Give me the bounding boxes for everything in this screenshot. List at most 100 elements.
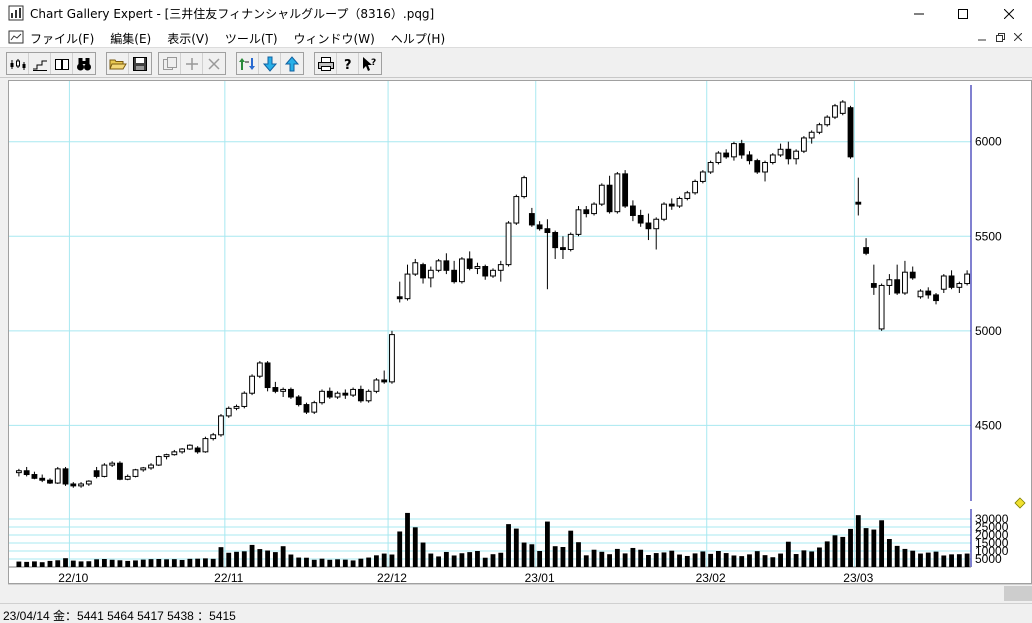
volume-bar bbox=[747, 554, 752, 567]
volume-bar bbox=[630, 547, 636, 567]
delete-button[interactable] bbox=[203, 53, 225, 74]
candle-body bbox=[459, 258, 465, 283]
candle-body bbox=[70, 483, 77, 487]
dual-chart-button[interactable] bbox=[51, 53, 73, 74]
volume-bar bbox=[848, 528, 853, 567]
candlestick-button[interactable] bbox=[7, 53, 29, 74]
candlestick-chart[interactable]: 4500500055006000500010000150002000025000… bbox=[9, 81, 1032, 585]
candle-body bbox=[606, 184, 613, 213]
volume-bar bbox=[280, 546, 286, 567]
candle-body bbox=[466, 258, 473, 269]
horizontal-scrollbar[interactable] bbox=[8, 584, 1032, 601]
volume-bar bbox=[506, 524, 511, 567]
volume-bar bbox=[475, 551, 480, 567]
mdi-close-button[interactable] bbox=[1010, 30, 1026, 44]
save-button[interactable] bbox=[129, 53, 151, 74]
menu-window[interactable]: ウィンドウ(W) bbox=[293, 32, 375, 46]
add-button[interactable] bbox=[181, 53, 203, 74]
x-tick-label: 22/11 bbox=[214, 571, 243, 585]
volume-bar bbox=[723, 553, 729, 567]
volume-bar bbox=[731, 555, 737, 567]
mdi-restore-button[interactable] bbox=[992, 30, 1008, 44]
menu-file[interactable]: ファイル(F) bbox=[30, 32, 95, 46]
volume-bar bbox=[63, 558, 68, 567]
candle-body bbox=[738, 143, 745, 156]
volume-bar bbox=[583, 555, 589, 567]
candle-body bbox=[956, 283, 963, 288]
candle-body bbox=[163, 454, 170, 458]
candle-body bbox=[894, 279, 901, 294]
candle-body bbox=[552, 231, 559, 249]
volume-bar bbox=[265, 550, 271, 567]
volume-bar bbox=[420, 542, 426, 567]
candle-body bbox=[319, 390, 325, 404]
volume-bar bbox=[101, 559, 107, 567]
volume-bar bbox=[350, 560, 356, 567]
volume-tick-label: 30000 bbox=[975, 512, 1009, 526]
candle-body bbox=[85, 480, 92, 485]
step-line-button[interactable] bbox=[29, 53, 51, 74]
candle-body bbox=[536, 224, 543, 230]
menu-edit[interactable]: 編集(E) bbox=[110, 32, 152, 46]
volume-bar bbox=[801, 550, 807, 567]
search-button[interactable] bbox=[73, 53, 95, 74]
menu-tools[interactable]: ツール(T) bbox=[224, 32, 278, 46]
candle-body bbox=[295, 396, 302, 406]
maximize-button[interactable] bbox=[940, 0, 986, 27]
context-help-button[interactable]: ? bbox=[359, 53, 381, 74]
mdi-minimize-button[interactable] bbox=[974, 30, 990, 44]
menu-view[interactable]: 表示(V) bbox=[167, 32, 209, 46]
volume-bar bbox=[94, 559, 100, 567]
open-button[interactable] bbox=[107, 53, 129, 74]
binoculars-icon bbox=[77, 57, 91, 70]
candle-body bbox=[31, 474, 38, 479]
chart-panel[interactable]: 4500 5000 5500 6000 5000 10000 15000 20000 25000… bbox=[8, 80, 1032, 585]
volume-bar bbox=[560, 547, 566, 567]
volume-bar bbox=[809, 551, 815, 567]
volume-tick-label: 25000 bbox=[975, 520, 1009, 534]
volume-bar bbox=[622, 553, 628, 567]
volume-bar bbox=[498, 552, 504, 567]
help-button[interactable]: ? bbox=[337, 53, 359, 74]
volume-bar bbox=[661, 552, 667, 567]
print-button[interactable] bbox=[315, 53, 337, 74]
volume-bar bbox=[16, 561, 22, 567]
scrollbar-thumb[interactable] bbox=[1004, 586, 1032, 601]
volume-bar bbox=[956, 554, 962, 567]
volume-bar bbox=[397, 531, 403, 567]
download-button[interactable] bbox=[259, 53, 281, 74]
candle-body bbox=[497, 264, 504, 271]
copy-button[interactable] bbox=[159, 53, 181, 74]
candle-body bbox=[847, 107, 854, 158]
swap-button[interactable] bbox=[237, 53, 259, 74]
volume-bar bbox=[78, 561, 84, 567]
toolbar-group-data bbox=[236, 52, 304, 75]
volume-bar bbox=[272, 552, 278, 567]
upload-button[interactable] bbox=[281, 53, 303, 74]
candle-body bbox=[793, 150, 800, 160]
candle-body bbox=[762, 162, 768, 173]
candle-body bbox=[264, 362, 271, 389]
volume-bar bbox=[715, 551, 721, 567]
volume-bar bbox=[241, 551, 247, 567]
status-bar: 23/04/14 金：5441 5464 5417 5438 ：5415 bbox=[0, 603, 1032, 623]
document-icon[interactable] bbox=[8, 30, 24, 44]
volume-bar bbox=[249, 544, 255, 567]
candle-body bbox=[754, 160, 761, 173]
volume-bar bbox=[133, 560, 138, 567]
save-disk-icon bbox=[133, 56, 147, 71]
minimize-button[interactable] bbox=[896, 0, 942, 27]
volume-bar bbox=[304, 557, 309, 567]
menu-help[interactable]: ヘルプ(H) bbox=[390, 32, 446, 46]
volume-bar bbox=[817, 547, 822, 567]
volume-bar bbox=[490, 554, 496, 567]
volume-bar bbox=[412, 527, 418, 567]
volume-bar bbox=[47, 560, 53, 567]
volume-bar bbox=[467, 552, 473, 567]
volume-bar bbox=[389, 554, 395, 567]
candle-body bbox=[334, 392, 341, 398]
close-button[interactable] bbox=[986, 0, 1032, 27]
volume-bar bbox=[529, 544, 535, 567]
candle-body bbox=[233, 405, 240, 409]
